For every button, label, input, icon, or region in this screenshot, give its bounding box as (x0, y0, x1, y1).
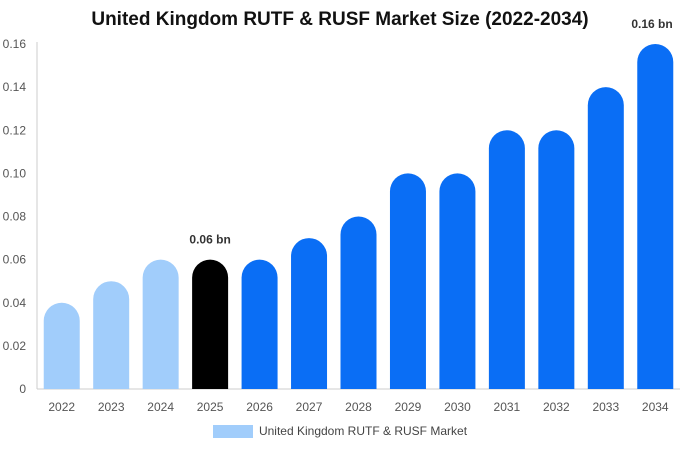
bar-2034 (637, 44, 674, 389)
x-tick-label: 2027 (296, 400, 323, 414)
legend-label: United Kingdom RUTF & RUSF Market (258, 424, 468, 438)
y-tick-label: 0.02 (3, 339, 27, 353)
x-tick-label: 2034 (642, 400, 669, 414)
bar-2030 (439, 173, 476, 389)
y-tick-label: 0.10 (3, 166, 27, 180)
y-tick-label: 0.16 (3, 37, 27, 51)
bar-2028 (340, 216, 377, 389)
bar-2033 (587, 87, 624, 389)
y-tick-label: 0.04 (3, 296, 27, 310)
bar-2029 (389, 173, 426, 389)
x-tick-label: 2024 (147, 400, 174, 414)
x-tick-label: 2032 (543, 400, 570, 414)
x-tick-label: 2029 (395, 400, 422, 414)
y-tick-label: 0 (19, 382, 26, 396)
bar-2026 (241, 259, 278, 389)
x-tick-label: 2023 (98, 400, 125, 414)
y-tick-label: 0.06 (3, 253, 27, 267)
bar-2024 (142, 259, 179, 389)
x-tick-label: 2025 (197, 400, 224, 414)
x-tick-label: 2026 (246, 400, 273, 414)
legend-swatch (212, 424, 253, 438)
y-tick-label: 0.12 (3, 123, 27, 137)
bar-2022 (43, 302, 80, 389)
bar-2031 (488, 130, 525, 389)
legend: United Kingdom RUTF & RUSF Market (0, 424, 680, 438)
x-tick-label: 2030 (444, 400, 471, 414)
y-tick-label: 0.14 (3, 80, 27, 94)
bar-2023 (93, 281, 130, 389)
y-tick-label: 0.08 (3, 210, 27, 224)
bar-2025 (192, 259, 229, 389)
bar-2027 (291, 238, 328, 389)
x-tick-label: 2031 (494, 400, 521, 414)
x-tick-label: 2028 (345, 400, 372, 414)
chart-title: United Kingdom RUTF & RUSF Market Size (… (91, 9, 589, 30)
x-tick-label: 2022 (48, 400, 75, 414)
data-label-2034: 0.16 bn (631, 17, 672, 31)
x-tick-label: 2033 (592, 400, 619, 414)
bar-2032 (538, 130, 575, 390)
data-label-2025: 0.06 bn (189, 233, 230, 247)
